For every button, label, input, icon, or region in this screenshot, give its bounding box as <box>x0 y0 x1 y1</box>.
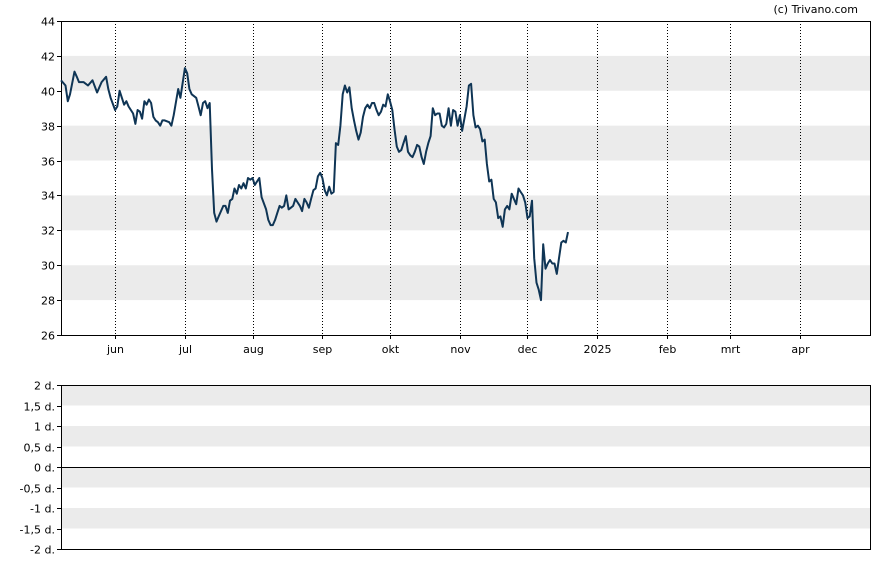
y-tick-label: 1,5 d. <box>24 401 55 414</box>
y-tick-label: 2 d. <box>34 380 55 393</box>
y-tick-label: 38 <box>41 121 55 134</box>
grid-band <box>61 125 870 161</box>
y-tick-label: 0 d. <box>34 462 55 475</box>
y-tick-label: 36 <box>41 156 55 169</box>
x-tick-label: feb <box>659 343 677 356</box>
y-tick-label: 26 <box>41 330 55 343</box>
y-tick-label: 42 <box>41 51 55 64</box>
x-tick-label: apr <box>791 343 810 356</box>
y-tick-label: -0,5 d. <box>20 483 55 496</box>
x-tick-label: nov <box>450 343 471 356</box>
y-tick-label: 0,5 d. <box>24 442 55 455</box>
x-tick-label: 2025 <box>584 343 612 356</box>
grid-band <box>61 195 870 231</box>
grid-band <box>61 426 870 447</box>
y-tick-label: 44 <box>41 16 55 29</box>
y-tick-label: -2 d. <box>30 544 55 557</box>
y-tick-label: -1,5 d. <box>20 524 55 537</box>
x-tick-label: jul <box>178 343 192 356</box>
x-tick-label: mrt <box>721 343 741 356</box>
y-tick-label: 1 d. <box>34 421 55 434</box>
plot-frame <box>61 385 871 550</box>
y-tick-label: 40 <box>41 86 55 99</box>
lower-panel-chart: 2 d. 1,5 d. 1 d. 0,5 d. 0 d. -0,5 d. -1 d. -1,5… <box>20 380 871 557</box>
y-tick-label: 28 <box>41 295 55 308</box>
y-tick-label: 34 <box>41 190 55 203</box>
grid-band <box>61 385 870 406</box>
grid-band <box>61 467 870 488</box>
price-series-line <box>60 67 569 302</box>
x-tick-label: dec <box>518 343 538 356</box>
grid-band <box>61 265 870 301</box>
x-tick-label: okt <box>382 343 400 356</box>
x-tick-label: aug <box>243 343 264 356</box>
x-tick-label: jun <box>106 343 124 356</box>
y-tick-label: -1 d. <box>30 503 55 516</box>
price-chart: jun jul aug sep okt nov dec 2025 feb mrt apr 44 42 40… <box>41 16 871 356</box>
grid-band <box>61 55 870 91</box>
x-tick-label: sep <box>313 343 332 356</box>
credit-text: (c) Trivano.com <box>773 3 858 16</box>
plot-frame <box>61 21 871 336</box>
y-tick-label: 30 <box>41 260 55 273</box>
y-tick-label: 32 <box>41 225 55 238</box>
grid-band <box>61 508 870 529</box>
